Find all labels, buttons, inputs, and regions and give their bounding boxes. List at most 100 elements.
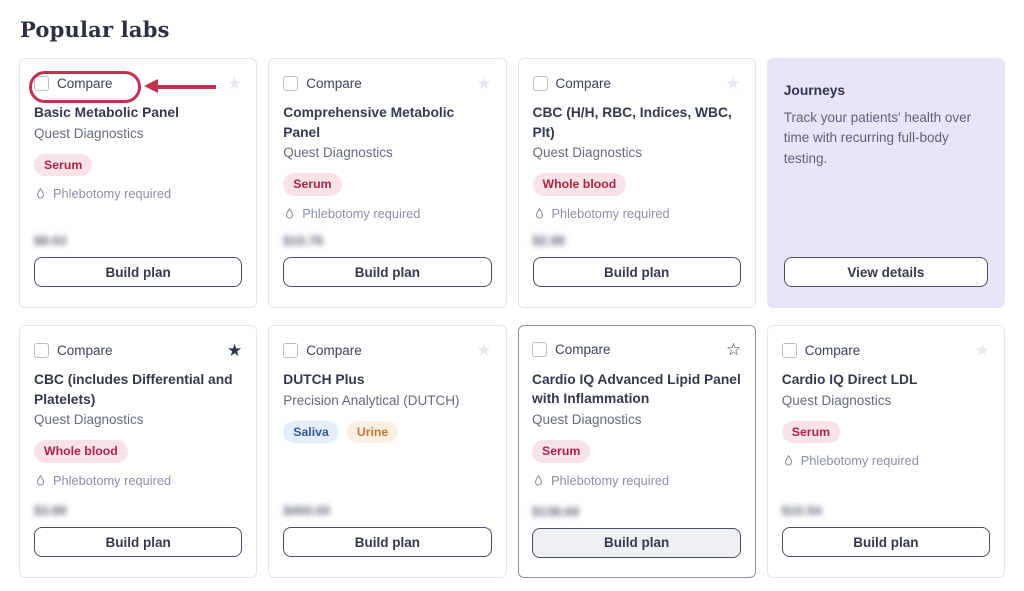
labs-card-grid: Compare ★ Basic Metabolic Panel Quest Di… — [19, 58, 1005, 578]
price-obscured: $8.63 — [34, 233, 67, 248]
phlebotomy-note: Phlebotomy required — [782, 453, 990, 468]
favorite-star-icon[interactable]: ★ — [974, 340, 990, 360]
compare-label: Compare — [306, 75, 362, 91]
specimen-badges: Whole blood — [532, 173, 741, 197]
favorite-star-icon[interactable]: ★ — [476, 340, 492, 360]
specimen-badges: Saliva Urine — [283, 420, 491, 444]
lab-card-basic-metabolic-panel: Compare ★ Basic Metabolic Panel Quest Di… — [19, 58, 258, 308]
card-top-row: Compare ★ — [34, 72, 242, 94]
droplet-icon — [34, 187, 47, 200]
specimen-badges: Whole blood — [34, 440, 242, 464]
build-plan-button[interactable]: Build plan — [283, 257, 492, 287]
lab-card-comprehensive-metabolic-panel: Compare ★ Comprehensive Metabolic Panel … — [268, 58, 507, 308]
compare-control[interactable]: Compare — [34, 342, 113, 358]
build-plan-button[interactable]: Build plan — [283, 527, 492, 557]
compare-control[interactable]: Compare — [781, 342, 861, 358]
build-plan-button[interactable]: Build plan — [532, 257, 741, 287]
droplet-icon — [283, 207, 296, 220]
build-plan-button[interactable]: Build plan — [781, 527, 990, 557]
lab-card-dutch-plus: Compare ★ DUTCH Plus Precision Analytica… — [268, 325, 507, 578]
card-top-row: Compare ★ — [34, 339, 242, 361]
compare-checkbox[interactable] — [532, 342, 547, 357]
lab-vendor: Quest Diagnostics — [532, 145, 643, 161]
compare-control[interactable]: Compare — [34, 75, 113, 91]
card-top-row: Compare ★ — [283, 339, 492, 361]
specimen-badge-serum: Serum — [34, 153, 93, 177]
compare-label: Compare — [555, 75, 612, 91]
phlebotomy-label: Phlebotomy required — [551, 206, 670, 222]
specimen-badge-urine: Urine — [346, 420, 399, 444]
lab-card-cbc-differential-platelets: Compare ★ CBC (includes Differential and… — [19, 325, 258, 578]
compare-label: Compare — [555, 342, 611, 357]
phlebotomy-label: Phlebotomy required — [53, 473, 172, 489]
card-bottom: $2.88 Build plan — [532, 233, 741, 287]
lab-title: CBC (H/H, RBC, Indices, WBC, Plt) — [532, 105, 732, 140]
favorite-star-icon[interactable]: ★ — [476, 73, 492, 93]
lab-title: Cardio IQ Advanced Lipid Panel with Infl… — [532, 371, 741, 407]
compare-control[interactable]: Compare — [532, 342, 611, 357]
card-top-row: Compare ★ — [781, 339, 990, 361]
lab-title: DUTCH Plus — [283, 372, 365, 387]
lab-vendor: Precision Analytical (DUTCH) — [283, 392, 460, 408]
specimen-badges: Serum — [781, 420, 990, 444]
lab-vendor: Quest Diagnostics — [781, 392, 892, 408]
favorite-star-icon-outline[interactable]: ☆ — [726, 340, 742, 359]
compare-control[interactable]: Compare — [283, 75, 362, 91]
compare-checkbox[interactable] — [283, 342, 299, 358]
card-bottom: $400.00 Build plan — [283, 503, 492, 557]
card-bottom: $10.78 Build plan — [283, 233, 492, 287]
view-details-button[interactable]: View details — [783, 257, 988, 287]
phlebotomy-label: Phlebotomy required — [302, 206, 421, 222]
phlebotomy-note: Phlebotomy required — [283, 206, 491, 221]
price-obscured: $400.00 — [283, 503, 331, 518]
phlebotomy-label: Phlebotomy required — [551, 472, 670, 488]
compare-label: Compare — [57, 342, 113, 358]
specimen-badges: Serum — [34, 153, 242, 177]
lab-title: Comprehensive Metabolic Panel — [283, 105, 455, 140]
specimen-badge-whole-blood: Whole blood — [34, 440, 128, 464]
droplet-icon — [533, 207, 546, 220]
compare-label: Compare — [804, 342, 861, 358]
compare-label: Compare — [306, 342, 362, 358]
compare-control[interactable]: Compare — [532, 75, 612, 91]
specimen-badge-serum: Serum — [781, 420, 841, 444]
price-obscured: $3.89 — [34, 503, 67, 518]
phlebotomy-note: Phlebotomy required — [533, 206, 741, 221]
compare-checkbox[interactable] — [532, 75, 548, 91]
droplet-icon — [532, 474, 545, 487]
compare-checkbox[interactable] — [34, 75, 49, 91]
lab-title: CBC (includes Differential and Platelets… — [34, 372, 233, 407]
favorite-star-icon[interactable]: ★ — [725, 73, 741, 93]
compare-checkbox[interactable] — [34, 342, 49, 358]
phlebotomy-note: Phlebotomy required — [34, 473, 242, 488]
build-plan-button[interactable]: Build plan — [34, 527, 243, 557]
specimen-badge-serum: Serum — [532, 439, 591, 463]
favorite-star-icon[interactable]: ★ — [227, 73, 243, 93]
lab-vendor: Quest Diagnostics — [283, 145, 393, 161]
specimen-badges: Serum — [532, 439, 741, 463]
journeys-title: Journeys — [783, 83, 846, 98]
phlebotomy-label: Phlebotomy required — [800, 453, 919, 469]
card-bottom: View details — [783, 257, 988, 287]
compare-checkbox[interactable] — [781, 342, 797, 358]
compare-control[interactable]: Compare — [283, 342, 362, 358]
droplet-icon — [782, 454, 795, 467]
compare-checkbox[interactable] — [283, 75, 299, 91]
specimen-badge-saliva: Saliva — [283, 420, 339, 444]
lab-vendor: Quest Diagnostics — [34, 412, 144, 428]
journeys-description: Track your patients' health over time wi… — [783, 110, 972, 166]
card-top-row: Compare ★ — [283, 72, 492, 94]
lab-vendor: Quest Diagnostics — [532, 411, 642, 427]
droplet-icon — [34, 474, 47, 487]
lab-card-cardio-iq-direct-ldl: Compare ★ Cardio IQ Direct LDL Quest Dia… — [766, 325, 1005, 578]
phlebotomy-label: Phlebotomy required — [53, 186, 172, 202]
phlebotomy-note: Phlebotomy required — [532, 473, 741, 488]
build-plan-button[interactable]: Build plan — [34, 257, 243, 287]
build-plan-button[interactable]: Build plan — [532, 527, 742, 558]
price-obscured: $10.54 — [781, 503, 822, 518]
price-obscured: $2.88 — [532, 233, 566, 248]
favorite-star-icon-filled[interactable]: ★ — [227, 340, 243, 360]
compare-label: Compare — [57, 75, 113, 91]
specimen-badge-serum: Serum — [283, 173, 342, 197]
lab-title: Basic Metabolic Panel — [34, 105, 179, 120]
